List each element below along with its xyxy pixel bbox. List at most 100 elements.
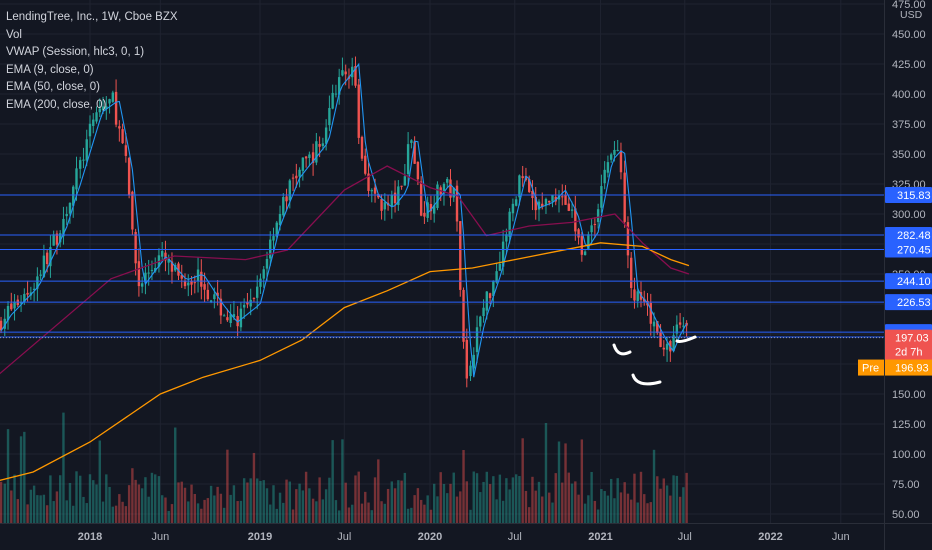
candle-body (636, 291, 639, 302)
legend-ema-200[interactable]: EMA (200, close, 0) (6, 98, 107, 111)
y-tick-label: 350.00 (892, 149, 926, 161)
candle-body (288, 180, 292, 201)
volume-bar (429, 509, 433, 523)
volume-bar (590, 471, 593, 523)
legend-ema-50[interactable]: EMA (50, close, 0) (6, 81, 100, 93)
volume-bar (423, 504, 426, 523)
volume-bar (278, 492, 282, 523)
candle-body (626, 222, 630, 256)
legend-ema-9[interactable]: EMA (9, close, 0) (6, 63, 94, 76)
volume-bar (548, 492, 551, 523)
volume-bar (203, 499, 206, 523)
volume-bar (249, 478, 252, 523)
candle-body (548, 200, 551, 203)
candle-body (216, 292, 219, 297)
volume-bar (114, 505, 118, 523)
candle-body (449, 179, 452, 198)
volume-bar (498, 474, 502, 523)
volume-bar (36, 495, 39, 523)
candle-body (98, 108, 101, 113)
candle-body (416, 161, 420, 180)
volume-bar (105, 474, 108, 523)
volume-bar (216, 486, 219, 523)
volume-bar (111, 506, 115, 523)
candle-body (150, 269, 154, 271)
candle-body (574, 208, 577, 232)
candle-body (613, 149, 616, 155)
candle-body (321, 143, 325, 147)
volume-bar (580, 439, 584, 523)
level-price-tag (885, 227, 932, 244)
volume-bar (288, 481, 292, 523)
volume-bar (285, 479, 288, 523)
candle-body (678, 322, 682, 325)
candle-body (446, 178, 449, 183)
y-tick-label: 300.00 (892, 209, 926, 221)
candle-body (495, 271, 498, 283)
legend-volume[interactable]: Vol (6, 28, 22, 41)
candle-body (19, 302, 23, 304)
volume-bar (639, 471, 643, 523)
candle-body (469, 365, 472, 377)
candle-body (219, 298, 223, 316)
candle-body (623, 172, 626, 222)
candle-body (13, 301, 16, 309)
candle-body (397, 186, 400, 206)
volume-bar (479, 492, 482, 523)
ema-200-line (0, 242, 690, 482)
candle-body (659, 332, 662, 347)
volume-bar (0, 481, 3, 523)
candle-body (140, 283, 144, 287)
volume-bar (613, 498, 616, 523)
candle-body (108, 99, 111, 104)
annotation-mark (675, 335, 697, 343)
candle-body (3, 318, 6, 329)
volume-bar (386, 488, 390, 523)
candle-body (311, 152, 315, 163)
currency-label: USD (900, 9, 923, 21)
candle-body (324, 127, 328, 144)
legend-vwap[interactable]: VWAP (Session, hlc3, 0, 1) (6, 46, 145, 58)
candle-body (6, 306, 10, 321)
volume-bar (308, 488, 311, 523)
volume-bar (351, 504, 354, 523)
volume-bar (101, 501, 105, 523)
candle-body (432, 205, 436, 214)
level-price-label: 226.53 (897, 297, 931, 309)
volume-bar (315, 501, 318, 523)
volume-bar (672, 475, 675, 523)
candle-body (455, 185, 459, 222)
volume-bar (193, 494, 196, 523)
volume-bar (324, 489, 328, 523)
volume-bar (574, 481, 577, 523)
level-price-label: 270.45 (897, 244, 931, 256)
volume-bar (593, 500, 597, 523)
candle-body (134, 231, 137, 264)
candle-body (337, 77, 341, 95)
volume-bar (187, 501, 190, 523)
y-tick-label: 75.00 (892, 479, 920, 491)
candle-body (23, 293, 26, 303)
volume-bar (397, 480, 400, 523)
volume-bar (616, 478, 619, 523)
candle-body (521, 176, 524, 179)
candle-body (557, 195, 561, 200)
candle-body (131, 191, 134, 230)
volume-bar (623, 482, 626, 523)
candle-body (475, 327, 479, 353)
candle-body (180, 275, 183, 279)
candle-body (275, 222, 278, 237)
candle-body (567, 203, 570, 211)
volume-bar (583, 503, 587, 523)
volume-bar (528, 507, 531, 523)
candle-body (672, 335, 675, 352)
volume-bar (49, 475, 52, 523)
volume-bar (226, 449, 229, 523)
volume-bar (370, 510, 373, 523)
volume-bar (646, 503, 649, 523)
candle-body (360, 136, 364, 159)
volume-bar (508, 489, 511, 523)
volume-bar (137, 484, 141, 523)
candle-body (354, 66, 357, 86)
